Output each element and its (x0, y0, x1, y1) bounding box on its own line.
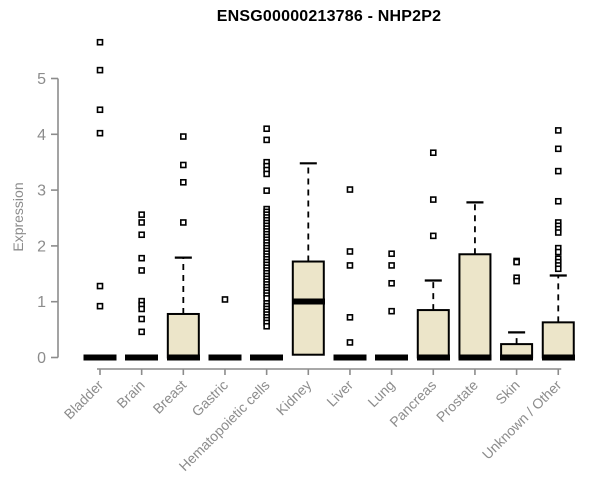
outlier-point (346, 248, 354, 255)
y-tick-label: 2 (37, 238, 46, 255)
category-label: Prostate (433, 377, 481, 425)
outlier-point (96, 38, 104, 46)
outlier-point (388, 279, 395, 287)
outlier-point (96, 66, 104, 74)
outlier-point (513, 258, 520, 266)
outlier-point (138, 254, 145, 262)
outlier-point (138, 267, 145, 274)
outlier-point (554, 265, 562, 273)
outlier-point (221, 296, 229, 303)
chart-title: ENSG00000213786 - NHP2P2 (216, 8, 442, 25)
outlier-point (96, 282, 104, 290)
outlier-point (429, 149, 437, 157)
y-tick-label: 1 (37, 294, 46, 311)
outlier-point (138, 305, 145, 313)
outlier-point (180, 178, 187, 186)
outlier-point (138, 211, 145, 218)
outlier-point (513, 277, 520, 285)
outlier-point (554, 167, 562, 175)
box-rect (458, 253, 492, 359)
category-label: Brain (113, 377, 147, 411)
outlier-point (96, 302, 104, 310)
outlier-point (263, 322, 270, 330)
outlier-point (346, 186, 354, 193)
outlier-point (96, 106, 104, 114)
outlier-point (263, 125, 270, 133)
y-axis-title: Expression (10, 182, 26, 252)
outlier-point (429, 196, 437, 203)
box-rect (166, 312, 200, 359)
category-label: Lung (364, 377, 397, 410)
outlier-point (96, 129, 104, 137)
box-rect (541, 321, 575, 359)
outlier-point (263, 136, 270, 144)
outlier-point (554, 197, 562, 205)
outlier-point (388, 262, 395, 269)
outlier-point (263, 170, 270, 178)
outlier-point (346, 339, 354, 346)
outlier-point (346, 314, 354, 321)
category-label: Liver (323, 377, 356, 410)
category-label: Kidney (273, 377, 315, 419)
outlier-point (429, 232, 437, 240)
outlier-point (346, 262, 354, 269)
outlier-point (554, 127, 562, 134)
outlier-point (180, 133, 187, 140)
outlier-point (138, 315, 145, 323)
outlier-point (263, 187, 270, 194)
box-rect (291, 260, 325, 356)
outlier-point (388, 307, 395, 315)
y-tick-label: 4 (37, 127, 46, 144)
outlier-point (554, 248, 562, 256)
outlier-point (180, 219, 187, 226)
y-tick-label: 0 (37, 350, 46, 367)
outlier-point (138, 231, 145, 239)
box-rect (416, 309, 450, 359)
y-tick-label: 3 (37, 183, 46, 200)
outlier-point (180, 161, 187, 169)
category-label: Skin (492, 377, 523, 408)
outlier-point (554, 145, 562, 153)
outlier-point (138, 219, 145, 226)
category-label: Breast (150, 377, 190, 417)
category-label: Bladder (61, 377, 107, 423)
outlier-point (554, 229, 562, 236)
outlier-point (138, 328, 145, 336)
category-label: Unknown / Other (479, 377, 565, 463)
y-tick-label: 5 (37, 71, 46, 88)
outlier-point (388, 250, 395, 258)
